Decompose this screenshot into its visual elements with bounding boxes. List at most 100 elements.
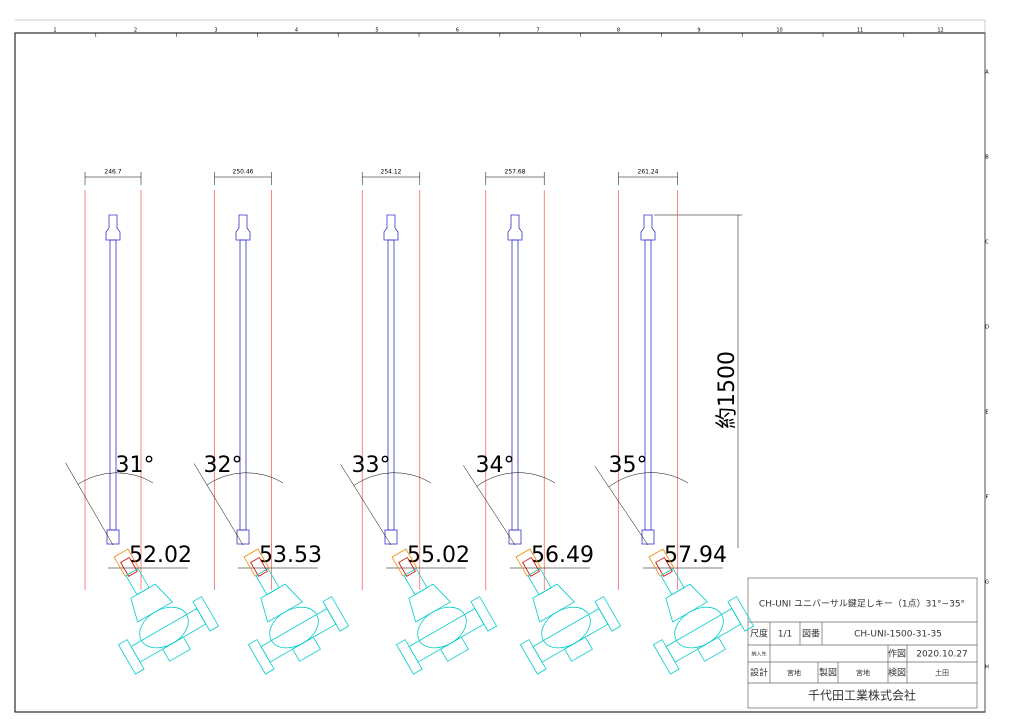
coupling-inner [655,556,673,577]
angle-arc [77,472,154,485]
key-socket [508,529,522,545]
tb-value: 2020.10.27 [916,650,968,660]
tb-label: 製図 [819,667,837,679]
tb-label: 図番 [802,628,820,640]
key-assembly: 246.7 31° 52.02 [65,169,220,675]
valve [243,548,350,675]
row-letter: E [985,410,988,416]
angle-arc [608,472,689,488]
valve-stem [403,568,428,596]
key-head [383,214,399,241]
column-number: 3 [214,28,217,34]
angle-ref [463,465,516,546]
key-assembly: 261.24 35° 57.94 [594,169,755,675]
column-number: 6 [456,28,459,34]
valve-flange [322,596,350,632]
tb-value: 宮地 [856,668,870,677]
key-shaft [511,239,519,531]
row-letter: G [985,580,989,586]
key-head [105,214,121,241]
valve-body [665,583,708,623]
valve-foot [440,636,469,662]
valve [391,548,498,675]
valve-foot [564,636,593,662]
column-number: 12 [937,28,943,34]
valve-pipe [532,608,609,663]
key-head [235,214,251,241]
valve-body [532,583,575,623]
angle-label: 32° [204,453,243,478]
angle-ref [594,466,649,546]
title-block [747,577,978,709]
width-label: 250.46 [233,169,254,176]
key-socket [106,529,120,545]
valve-foot [292,636,321,662]
width-label: 261.24 [638,169,659,176]
angle-arc [353,472,432,486]
valve-flange [594,596,622,632]
width-label: 257.68 [505,169,526,176]
coupling-inner [250,556,268,577]
column-number: 7 [536,28,539,34]
key-socket [236,529,250,545]
tb-label: 尺度 [750,628,768,640]
angle-label: 33° [352,453,391,478]
key-assembly: 257.68 34° 56.49 [463,169,622,675]
offset-label: 53.53 [259,543,322,568]
valve-foot [162,636,191,662]
key-shaft [387,239,395,531]
key-assembly: 250.46 32° 53.53 [193,169,350,675]
valve-stem [527,568,552,596]
tb-label: 設計 [750,667,768,679]
key-shaft [644,239,652,531]
column-number: 5 [375,28,378,34]
angle-label: 34° [476,453,515,478]
row-letter: D [985,325,989,331]
row-letter: C [985,240,989,246]
key-shaft [239,239,247,531]
valve-body [260,583,303,623]
column-number: 8 [617,28,620,34]
valve-flange [519,639,547,675]
tb-value: 土田 [935,668,949,677]
valve-flange [727,596,755,632]
tb-title: CH-UNI ユニバーサル鍵足しキー（1点）31°~35° [759,598,965,610]
column-number: 4 [295,28,298,34]
title-block-frame [747,577,978,709]
angle-label: 31° [116,453,155,478]
coupling-inner [398,556,416,577]
angle-ref [65,462,114,546]
valve-body [130,583,173,623]
column-number: 10 [776,28,782,34]
angle-arc [476,472,556,487]
key-head [507,214,523,241]
key-head [640,214,656,241]
valve-flange [117,639,145,675]
valve-pipe [665,608,742,663]
row-letter: A [985,70,989,76]
row-letter: B [985,155,989,161]
valve-pipe [408,608,485,663]
valve-flange [192,596,220,632]
tb-value: 1/1 [778,630,792,640]
valve-body [408,583,451,623]
valve-flange [470,596,498,632]
column-number: 9 [697,28,700,34]
offset-label: 55.02 [407,543,470,568]
coupling-inner [120,556,138,577]
valve [515,548,622,675]
offset-label: 57.94 [664,543,727,568]
valve-flange [652,639,680,675]
valve-foot [697,636,726,662]
column-number: 2 [134,28,137,34]
row-letter: H [985,665,989,671]
tb-value: CH-UNI-1500-31-35 [854,630,942,640]
offset-label: 56.49 [531,543,594,568]
coupling-inner [522,556,540,577]
length-label: 約1500 [715,351,740,429]
valve-flange [247,639,275,675]
valve-stem [660,568,685,596]
valve-stem [255,568,280,596]
tb-value: 宮地 [787,668,801,677]
angle-ref [340,464,392,546]
